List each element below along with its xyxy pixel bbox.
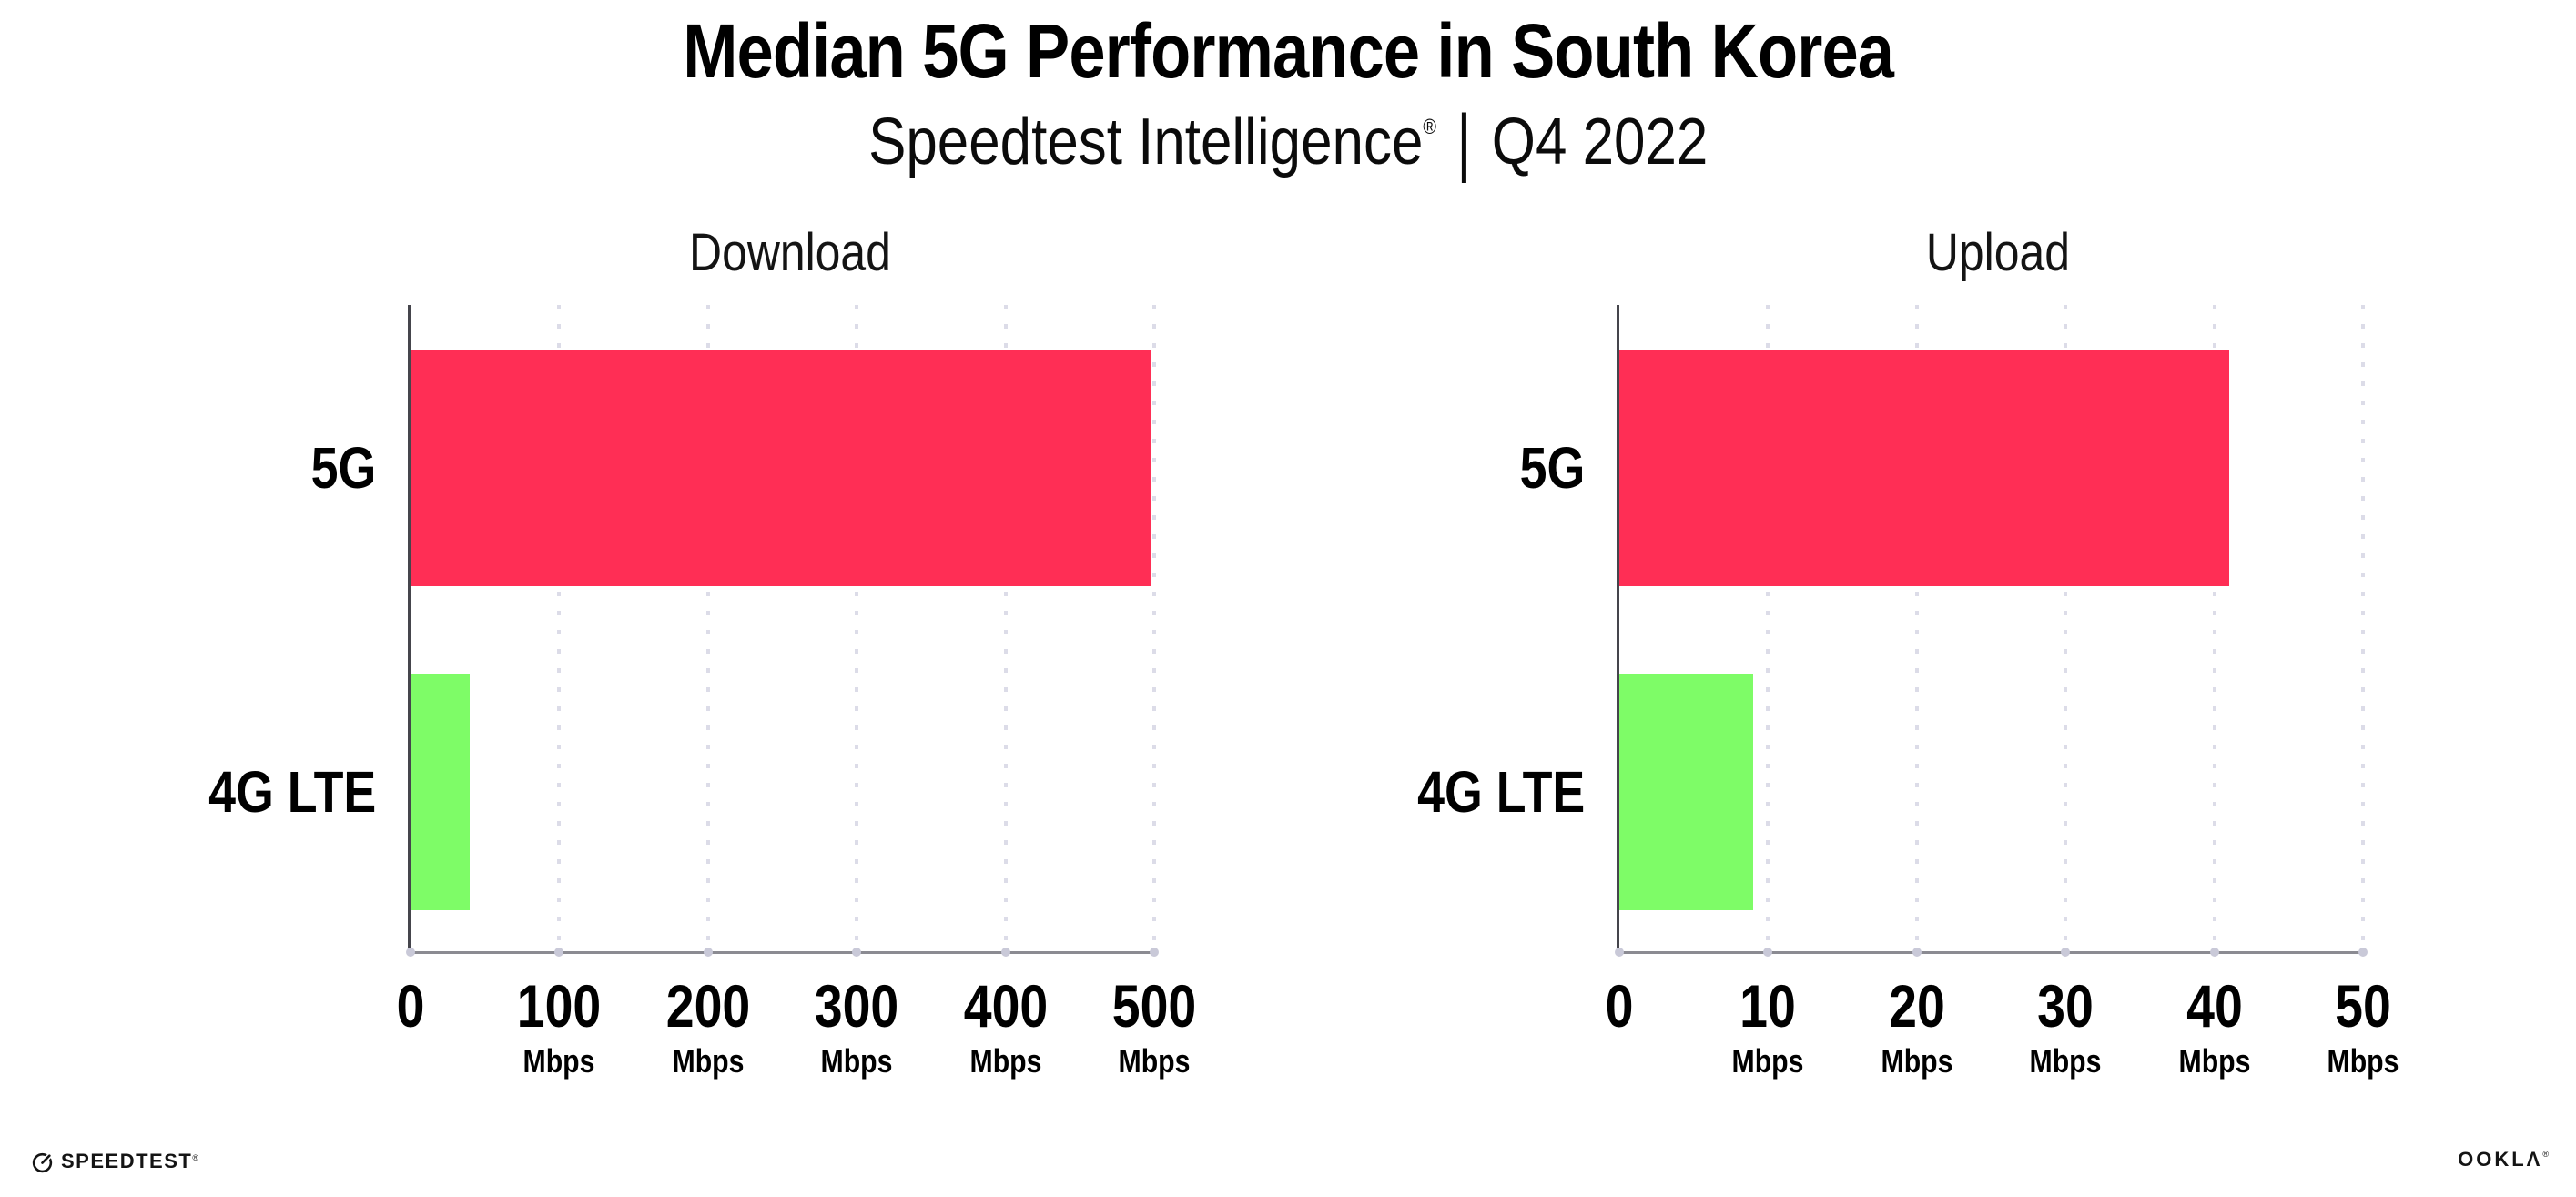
- x-tick-unit: Mbps: [820, 1042, 893, 1080]
- download-plot-area: 0 100 Mbps 200 Mbps 300 Mbps 400 Mbps 500 Mbps 5G 4…: [208, 305, 1196, 1078]
- ookla-logo: OOKLΛ®: [2458, 1148, 2549, 1172]
- x-tick-unit: Mbps: [1731, 1042, 1804, 1080]
- gridline-400: [1003, 305, 1008, 952]
- gridline-200: [705, 305, 710, 952]
- x-tick-label: 300: [814, 972, 899, 1040]
- axis-tick-dot-0: [1615, 948, 1624, 957]
- speedtest-gauge-icon: [32, 1151, 53, 1172]
- category-label-text: 5G: [1519, 435, 1585, 501]
- x-tick-unit: Mbps: [2327, 1042, 2399, 1080]
- axis-tick-dot-40: [2209, 948, 2219, 957]
- x-tick-unit: Mbps: [1118, 1042, 1191, 1080]
- x-tick-label: 30: [2037, 972, 2094, 1040]
- axis-tick-dot-10: [1763, 948, 1773, 957]
- gridline-50: [2361, 305, 2365, 952]
- axis-tick-dot-400: [1000, 948, 1010, 957]
- bar-4g-lte: [411, 674, 471, 910]
- ookla-registered-mark: ®: [2542, 1149, 2549, 1159]
- x-tick-label: 100: [517, 972, 602, 1040]
- x-tick-unit: Mbps: [969, 1042, 1042, 1080]
- category-label-5g: 5G: [1039, 439, 1585, 497]
- x-tick-label: 50: [2335, 972, 2391, 1040]
- gridline-20: [1914, 305, 1919, 952]
- download-chart-title-text: Download: [689, 223, 891, 282]
- x-tick-label: 200: [665, 972, 751, 1040]
- bar-5g: [411, 350, 1151, 586]
- upload-chart-title-text: Upload: [1925, 223, 2071, 282]
- x-tick-unit: Mbps: [2029, 1042, 2102, 1080]
- x-tick-label: 500: [1111, 972, 1197, 1040]
- x-tick-label: 0: [1605, 972, 1634, 1040]
- category-label-text: 4G LTE: [1416, 759, 1585, 825]
- ookla-wordmark: OOKLΛ: [2458, 1148, 2543, 1171]
- footer: SPEEDTEST ® OOKLΛ®: [0, 1133, 2576, 1197]
- gridline-300: [855, 305, 859, 952]
- upload-chart-title: Upload: [1597, 222, 2399, 283]
- x-tick-unit: [1616, 1045, 1623, 1078]
- x-tick-label: 20: [1888, 972, 1945, 1040]
- axis-tick-dot-50: [2358, 948, 2368, 957]
- axis-tick-dot-30: [2061, 948, 2071, 957]
- speedtest-logo: SPEEDTEST ®: [31, 1150, 198, 1173]
- axis-tick-dot-0: [406, 948, 415, 957]
- page-subtitle: Speedtest Intelligence® | Q4 2022: [0, 105, 2576, 180]
- gridline-100: [557, 305, 562, 952]
- axis-tick-dot-500: [1150, 948, 1159, 957]
- x-tick-label: 10: [1739, 972, 1797, 1040]
- x-tick-unit: Mbps: [672, 1042, 745, 1080]
- axis-tick-dot-20: [1912, 948, 1922, 957]
- category-label-text: 4G LTE: [208, 759, 376, 825]
- axis-tick-dot-300: [852, 948, 862, 957]
- bar-5g: [1619, 350, 2229, 586]
- speedtest-wordmark: SPEEDTEST: [61, 1150, 193, 1172]
- subtitle-brand: Speedtest Intelligence: [867, 106, 1424, 178]
- bar-4g-lte: [1619, 674, 1754, 910]
- gridline-30: [2064, 305, 2068, 952]
- category-label-4g-lte: 4G LTE: [0, 763, 376, 821]
- x-tick-unit: Mbps: [2178, 1042, 2251, 1080]
- download-x-axis: [408, 951, 1154, 954]
- category-label-5g: 5G: [0, 439, 376, 497]
- subtitle-divider: |: [1456, 100, 1472, 184]
- page-title: Median 5G Performance in South Korea: [0, 13, 2576, 89]
- x-tick-unit: Mbps: [1881, 1042, 1953, 1080]
- x-tick-unit: Mbps: [522, 1042, 595, 1080]
- header: Median 5G Performance in South Korea Spe…: [0, 0, 2576, 180]
- gridline-40: [2212, 305, 2216, 952]
- page-title-text: Median 5G Performance in South Korea: [683, 8, 1894, 94]
- subtitle-period: Q4 2022: [1491, 106, 1709, 178]
- gridline-10: [1766, 305, 1770, 952]
- axis-tick-dot-200: [703, 948, 713, 957]
- speedtest-registered-mark: ®: [192, 1153, 198, 1162]
- upload-x-axis: [1617, 951, 2363, 954]
- x-tick-label: 0: [396, 972, 425, 1040]
- download-chart-title: Download: [390, 222, 1191, 283]
- category-label-text: 5G: [310, 435, 376, 501]
- axis-tick-dot-100: [554, 948, 564, 957]
- x-tick-label: 40: [2186, 972, 2243, 1040]
- upload-plot-area: 0 10 Mbps 20 Mbps 30 Mbps 40 Mbps 50 Mbps 5G 4G LTE: [1417, 305, 2399, 1078]
- registered-mark: ®: [1423, 114, 1436, 138]
- gridline-500: [1152, 305, 1156, 952]
- x-tick-label: 400: [963, 972, 1048, 1040]
- category-label-4g-lte: 4G LTE: [1039, 763, 1585, 821]
